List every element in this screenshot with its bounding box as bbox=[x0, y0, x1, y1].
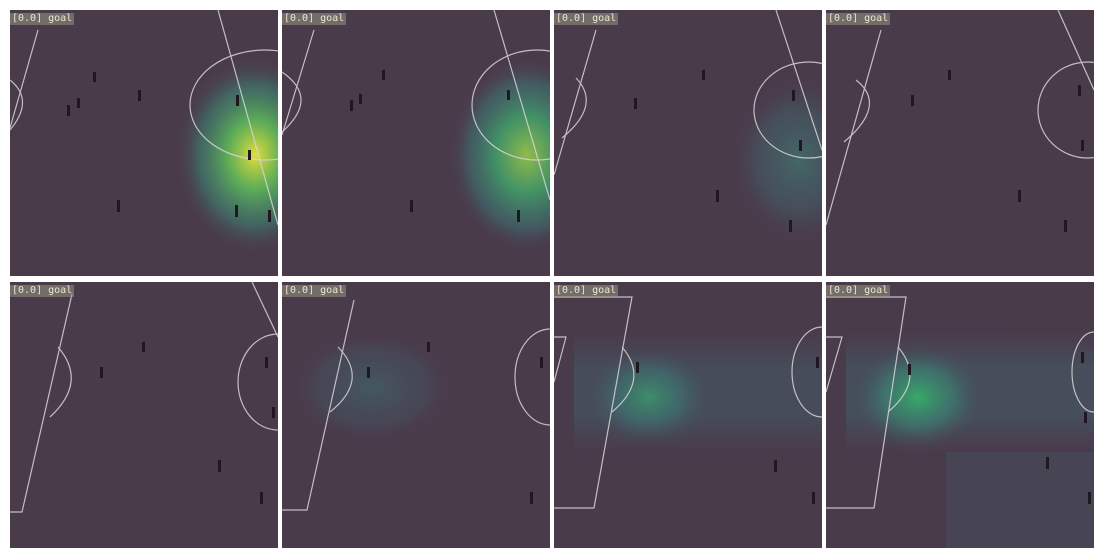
pitch-lines bbox=[10, 10, 278, 226]
pitch-frame bbox=[10, 282, 278, 548]
frame-label: [0.0] goal bbox=[10, 13, 75, 25]
attention-heatmap bbox=[175, 55, 278, 255]
pitch-frame bbox=[282, 282, 550, 548]
frame-tile: [0.0] goal bbox=[826, 10, 1094, 276]
pitch-frame bbox=[554, 10, 822, 276]
frame-tile: [0.0] goal bbox=[554, 282, 822, 548]
pitch-lines bbox=[826, 10, 1094, 226]
pitch-frame bbox=[826, 282, 1094, 548]
frame-label: [0.0] goal bbox=[282, 13, 347, 25]
pitch-lines bbox=[10, 282, 278, 513]
players bbox=[367, 342, 543, 504]
attention-heatmap bbox=[579, 342, 719, 452]
players bbox=[67, 72, 271, 222]
pitch-lines bbox=[282, 10, 550, 201]
pitch-frame bbox=[10, 10, 278, 276]
pitch-frame bbox=[826, 10, 1094, 276]
frame-label: [0.0] goal bbox=[10, 285, 75, 297]
frame-tile: [0.0] goal bbox=[554, 10, 822, 276]
pitch-lines bbox=[826, 296, 1094, 509]
frame-tile: [0.0] goal bbox=[282, 10, 550, 276]
attention-heatmap bbox=[729, 75, 822, 245]
players bbox=[908, 352, 1091, 504]
frame-label: [0.0] goal bbox=[826, 13, 891, 25]
pitch-lines bbox=[554, 296, 822, 509]
players bbox=[636, 357, 819, 504]
frame-label: [0.0] goal bbox=[826, 285, 891, 297]
pitch-lines bbox=[282, 299, 550, 511]
pitch-frame bbox=[554, 282, 822, 548]
frame-label: [0.0] goal bbox=[554, 285, 619, 297]
attention-heatmap bbox=[449, 57, 550, 253]
players bbox=[350, 70, 520, 222]
players bbox=[100, 342, 275, 504]
attention-heatmap bbox=[292, 332, 452, 442]
players bbox=[911, 70, 1084, 232]
frame-tile: [0.0] goal bbox=[10, 282, 278, 548]
frame-label: [0.0] goal bbox=[282, 285, 347, 297]
frame-label: [0.0] goal bbox=[554, 13, 619, 25]
attention-heatmap bbox=[846, 339, 990, 455]
frame-tile: [0.0] goal bbox=[10, 10, 278, 276]
frame-tile: [0.0] goal bbox=[282, 282, 550, 548]
pitch-frame bbox=[282, 10, 550, 276]
players bbox=[634, 70, 802, 232]
frame-tile: [0.0] goal bbox=[826, 282, 1094, 548]
pitch-lines bbox=[554, 10, 822, 176]
